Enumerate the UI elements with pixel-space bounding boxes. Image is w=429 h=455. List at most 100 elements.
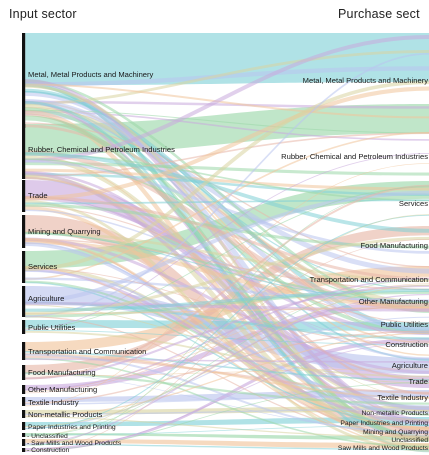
flow-band-trade — [25, 180, 429, 388]
input-label-rubber-chemical-and-petroleum-industries: Rubber, Chemical and Petroleum Industrie… — [28, 145, 175, 154]
flow-link — [25, 329, 429, 346]
flow-link — [25, 214, 429, 437]
flow-link — [25, 184, 429, 380]
node-metal-metal-products-and-machinery[interactable] — [22, 33, 26, 128]
flow-link — [25, 190, 429, 304]
flow-link — [25, 153, 429, 330]
purchase-label-services: Services — [399, 199, 428, 208]
purchase-label-public-utilities: Public Utilities — [381, 320, 428, 329]
input-label-metal-metal-products-and-machinery: Metal, Metal Products and Machinery — [28, 70, 154, 79]
flow-link — [25, 90, 429, 291]
flow-link — [25, 195, 429, 347]
flow-link — [25, 99, 429, 332]
flow-link — [25, 293, 429, 445]
flow-link — [25, 368, 429, 377]
node-services[interactable] — [22, 251, 26, 283]
purchase-label-other-manufacturing: Other Manufacturing — [359, 297, 428, 306]
node-agriculture[interactable] — [22, 286, 26, 317]
input-sector-nodes — [22, 33, 26, 452]
purchase-label-saw-mills-and-wood-products: Saw Mills and Wood Products — [338, 445, 429, 452]
flow-band-saw-mills-and-wood-products — [25, 439, 429, 449]
flow-link — [25, 341, 429, 452]
node-rubber-chemical-and-petroleum-industries[interactable] — [22, 124, 26, 179]
input-label-mining-and-quarrying: Mining and Quarrying — [28, 227, 101, 236]
input-label-agriculture: Agriculture — [28, 294, 64, 303]
node-transportation-and-communication[interactable] — [22, 342, 26, 360]
purchase-label-food-manufacturing: Food Manufacturing — [360, 241, 428, 250]
input-sector-header: Input sector — [9, 7, 77, 21]
purchase-label-textile-industry: Textile Industry — [377, 393, 428, 402]
flow-link — [25, 316, 429, 429]
purchase-label-unclassified: Unclassified — [391, 437, 428, 444]
flow-link — [25, 424, 429, 436]
node-other-manufacturing[interactable] — [22, 385, 26, 394]
purchase-label-metal-metal-products-and-machinery: Metal, Metal Products and Machinery — [303, 76, 429, 85]
input-label-services: Services — [28, 262, 57, 271]
flow-links — [25, 35, 429, 453]
flow-band-unclassified — [25, 433, 429, 440]
flow-link — [25, 416, 429, 438]
flow-link — [25, 239, 429, 451]
purchase-label-paper-industries-and-printing: Paper Industries and Printing — [340, 420, 428, 427]
input-label-transportation-and-communication: Transportation and Communication — [28, 347, 146, 356]
input-label-paper-industries-and-printing: Paper Industries and Printing — [28, 424, 116, 431]
flow-link — [25, 195, 429, 281]
flow-link — [25, 231, 429, 283]
flow-link — [25, 332, 429, 417]
flow-link — [25, 353, 429, 434]
flow-link — [25, 35, 429, 163]
node-food-manufacturing[interactable] — [22, 365, 26, 380]
flow-link — [25, 443, 429, 451]
flow-link — [25, 373, 429, 433]
flow-link — [25, 315, 429, 438]
purchase-label-non-metallic-products: Non-metallic Products — [362, 410, 429, 417]
flow-link — [25, 307, 429, 315]
node-saw-mills-and-wood-products[interactable] — [22, 439, 26, 446]
purchase-sector-header: Purchase sect — [338, 7, 420, 21]
flow-link — [25, 395, 429, 405]
flow-link — [25, 163, 429, 407]
node-textile-industry[interactable] — [22, 397, 26, 406]
flow-link — [25, 330, 429, 404]
node-mining-and-quarrying[interactable] — [22, 215, 26, 248]
flow-link — [25, 291, 429, 318]
purchase-label-mining-and-quarrying: Mining and Quarrying — [363, 429, 428, 436]
input-label-food-manufacturing: Food Manufacturing — [28, 368, 96, 377]
flow-band-construction — [25, 338, 429, 451]
flow-link — [25, 279, 429, 437]
input-label-public-utilities: Public Utilities — [28, 323, 75, 332]
flow-link — [25, 305, 429, 394]
purchase-label-rubber-chemical-and-petroleum-industries: Rubber, Chemical and Petroleum Industrie… — [281, 152, 428, 161]
input-label-other-manufacturing: Other Manufacturing — [28, 385, 97, 394]
input-sector-labels: Metal, Metal Products and Machinery Rubbe… — [27, 70, 175, 454]
flow-link — [25, 196, 429, 336]
node-paper-industries-and-printing[interactable] — [22, 422, 26, 430]
flow-link — [25, 86, 429, 201]
node-non-metallic-products[interactable] — [22, 410, 26, 418]
flow-link — [25, 242, 429, 410]
flow-link — [25, 284, 429, 428]
flow-link — [25, 288, 429, 312]
flow-link — [25, 284, 429, 380]
flow-link — [25, 358, 429, 363]
flow-link — [25, 283, 429, 392]
flow-link — [25, 80, 429, 271]
flow-link — [25, 281, 429, 427]
flow-link — [25, 278, 429, 391]
purchase-label-construction: Construction — [385, 340, 428, 349]
input-label-unclassified: - Unclassified — [27, 433, 68, 440]
node-construction[interactable] — [22, 448, 26, 452]
input-label-non-metallic-products: Non-metallic Products — [28, 410, 102, 419]
node-unclassified[interactable] — [22, 433, 26, 437]
node-public-utilities[interactable] — [22, 320, 26, 334]
flow-link — [25, 330, 429, 378]
flow-link — [25, 277, 429, 302]
node-trade[interactable] — [22, 180, 26, 212]
flow-band-paper-industries-and-printing — [25, 417, 429, 427]
input-label-construction: - Construction — [27, 447, 70, 454]
flow-link — [25, 186, 429, 330]
flow-link — [25, 53, 429, 318]
flow-link — [25, 154, 429, 415]
purchase-label-transportation-and-communication: Transportation and Communication — [310, 275, 428, 284]
